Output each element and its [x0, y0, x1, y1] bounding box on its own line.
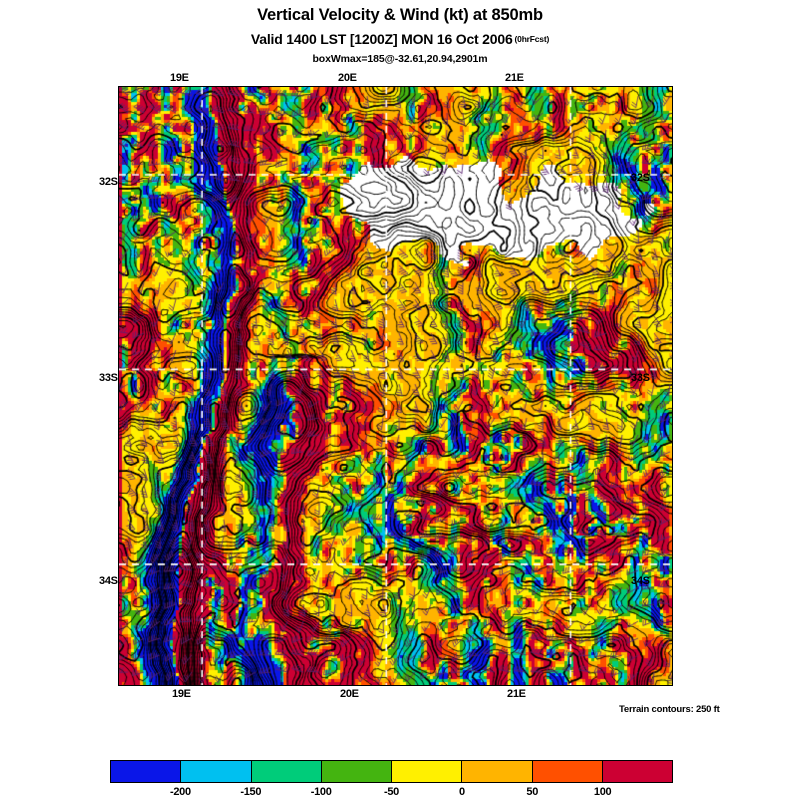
forecast-hour-tag: (0hrFcst): [514, 34, 550, 44]
lon-tick-top-19e: 19E: [170, 72, 189, 84]
terrain-contour-note: Terrain contours: 250 ft: [619, 704, 720, 715]
colorbar-segment-4: [392, 761, 463, 782]
colorbar-tick-labels: -200 -150 -100 -50 0 50 100: [0, 786, 800, 800]
map-plot-area: [118, 86, 673, 686]
vertical-velocity-field: [119, 87, 672, 685]
colorbar-segment-7: [602, 761, 672, 782]
lon-tick-top-20e: 20E: [338, 72, 357, 84]
lat-tick-right-33s: 33S: [631, 372, 650, 384]
box-max-annotation: boxWmax=185@-32.61,20.94,2901m: [312, 53, 488, 65]
lat-tick-right-34s: 34S: [631, 575, 650, 587]
lat-tick-right-32s: 32S: [631, 172, 650, 184]
lon-tick-top-21e: 21E: [505, 72, 524, 84]
lat-tick-left-33s: 33S: [99, 372, 118, 384]
colorbar-segment-0: [111, 761, 182, 782]
lon-tick-bottom-20e: 20E: [340, 688, 359, 700]
lat-tick-left-32s: 32S: [99, 176, 118, 188]
colorbar-segment-3: [321, 761, 392, 782]
colorbar-tick-1: -150: [240, 786, 262, 798]
colorbar-segment-1: [181, 761, 252, 782]
lon-tick-bottom-19e: 19E: [172, 688, 191, 700]
colorbar-segment-5: [462, 761, 533, 782]
colorbar: [110, 760, 673, 783]
colorbar-tick-2: -100: [310, 786, 332, 798]
chart-subtitle-text: Valid 1400 LST [1200Z] MON 16 Oct 2006: [250, 31, 513, 47]
colorbar-tick-0: -200: [169, 786, 191, 798]
chart-subtitle: Valid 1400 LST [1200Z] MON 16 Oct 2006 (0…: [0, 31, 800, 47]
chart-title: Vertical Velocity & Wind (kt) at 850mb: [257, 6, 543, 24]
colorbar-tick-6: 100: [593, 786, 612, 798]
lat-tick-left-34s: 34S: [99, 575, 118, 587]
colorbar-tick-4: 0: [458, 786, 465, 798]
colorbar-segment-2: [251, 761, 322, 782]
colorbar-tick-5: 50: [526, 786, 539, 798]
lon-tick-bottom-21e: 21E: [507, 688, 526, 700]
colorbar-tick-3: -50: [384, 786, 399, 798]
colorbar-segment-6: [532, 761, 603, 782]
